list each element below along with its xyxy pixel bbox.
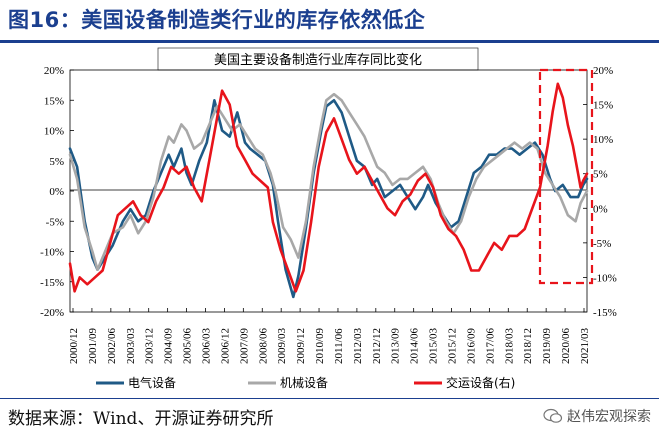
watermark: 赵伟宏观探索 [543, 406, 651, 426]
x-tick-label: 2003/03 [125, 327, 137, 364]
x-tick-label: 2019/09 [541, 327, 553, 364]
x-tick-label: 2007/09 [238, 327, 250, 364]
x-tick-label: 2013/09 [390, 327, 402, 364]
x-tick-label: 2015/12 [447, 328, 459, 364]
x-tick-label: 2005/06 [182, 327, 194, 364]
x-tick-label: 2016/09 [465, 327, 477, 364]
y-left-tick-label: -5% [46, 216, 64, 228]
highlight-dashed-box [538, 68, 594, 285]
y-right-tick-label: 5% [593, 169, 608, 181]
series-lines [68, 82, 589, 299]
x-axis: 2000/12 2001/09 2002/06 2003/03 2003/12 2004/… [68, 308, 591, 364]
chart-title: 美国主要设备制造行业库存同比变化 [214, 52, 422, 68]
y-left-tick-label: -15% [40, 277, 64, 289]
y-left-tick-label: -10% [40, 247, 64, 259]
x-tick-label: 2011/06 [333, 328, 345, 364]
y-left-tick-label: 10% [44, 126, 64, 138]
x-tick-label: 2008/06 [257, 327, 269, 364]
x-tick-label: 2006/12 [219, 328, 231, 364]
x-tick-label: 2020/06 [560, 327, 572, 364]
y-left-tick-label: -20% [40, 307, 64, 319]
series-line-transport [68, 82, 589, 293]
y-right-tick-label: -10% [593, 272, 617, 284]
x-tick-label: 2001/09 [87, 327, 99, 364]
series-line-machinery [68, 92, 589, 271]
wechat-icon [543, 408, 563, 423]
x-tick-label: 2002/06 [106, 327, 118, 364]
x-tick-label: 2018/12 [522, 328, 534, 364]
x-tick-label: 2018/03 [503, 327, 515, 364]
x-tick-label: 2010/09 [314, 327, 326, 364]
y-right-tick-label: -5% [593, 238, 611, 250]
footer-rule [0, 398, 659, 399]
y-left-tick-label: 20% [44, 65, 64, 77]
x-tick-label: 2012/03 [352, 327, 364, 364]
x-tick-label: 2009/03 [276, 327, 288, 364]
legend-label-machinery: 机械设备 [280, 375, 328, 390]
y-right-axis: 20% 15% 10% 5% 0% -5% -10% -15% [583, 65, 617, 319]
inventory-line-chart: 美国主要设备制造行业库存同比变化 20% 15% 10% 5% 0% -5% -10% -15… [40, 47, 617, 390]
title-rule [0, 40, 659, 43]
legend-label-transport: 交运设备(右) [446, 375, 515, 390]
figure-title: 图16：美国设备制造类行业的库存依然低企 [8, 8, 426, 32]
x-tick-label: 2000/12 [68, 328, 80, 364]
y-right-tick-label: 15% [593, 100, 613, 112]
y-left-tick-label: 0% [49, 186, 64, 198]
x-tick-label: 2014/06 [409, 327, 421, 364]
legend-label-electrical: 电气设备 [128, 375, 176, 390]
y-right-tick-label: 20% [593, 65, 613, 77]
y-right-tick-label: 0% [593, 203, 608, 215]
x-tick-label: 2015/03 [428, 327, 440, 364]
x-tick-label: 2009/12 [295, 328, 307, 364]
x-tick-label: 2006/03 [200, 327, 212, 364]
x-tick-label: 2003/12 [144, 328, 156, 364]
x-tick-label: 2012/12 [371, 328, 383, 364]
y-right-tick-label: -15% [593, 307, 617, 319]
y-left-tick-label: 15% [44, 95, 64, 107]
x-tick-label: 2017/06 [484, 327, 496, 364]
data-source: 数据来源：Wind、开源证券研究所 [8, 409, 274, 429]
y-left-tick-label: 5% [49, 156, 64, 168]
x-tick-label: 2021/03 [579, 327, 591, 364]
watermark-text: 赵伟宏观探索 [567, 409, 651, 425]
x-tick-label: 2004/09 [163, 327, 175, 364]
legend: 电气设备 机械设备 交运设备(右) [96, 375, 515, 390]
plot-frame [69, 69, 588, 313]
y-right-tick-label: 10% [593, 134, 613, 146]
y-left-axis: 20% 15% 10% 5% 0% -5% -10% -15% -20% [40, 65, 74, 319]
